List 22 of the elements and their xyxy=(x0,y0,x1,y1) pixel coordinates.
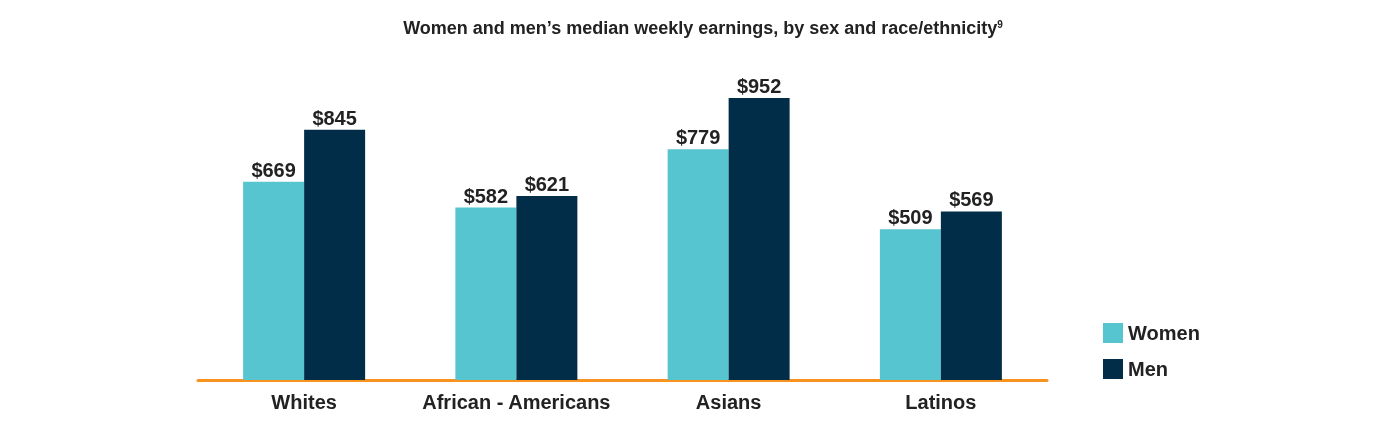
x-tick-label: Whites xyxy=(271,391,337,413)
bar xyxy=(243,181,305,380)
data-label: $509 xyxy=(888,206,933,229)
data-label: $569 xyxy=(949,188,994,211)
data-label: $845 xyxy=(312,106,357,129)
x-tick-label: African - Americans xyxy=(422,391,611,413)
x-tick-label: Asians xyxy=(695,391,762,413)
data-label: $779 xyxy=(675,126,721,149)
bar xyxy=(879,229,941,380)
bar xyxy=(667,149,729,380)
legend-label: Men xyxy=(1128,358,1168,380)
x-tick-label: Latinos xyxy=(905,391,977,413)
data-label: $621 xyxy=(524,173,570,196)
bar xyxy=(728,98,790,380)
bar xyxy=(516,196,578,380)
bar xyxy=(455,207,517,380)
data-label: $669 xyxy=(251,158,296,181)
data-label: $582 xyxy=(463,184,509,207)
data-label: $952 xyxy=(736,75,782,97)
bar xyxy=(304,129,366,380)
bar xyxy=(940,211,1002,380)
legend-label: Women xyxy=(1128,322,1200,344)
